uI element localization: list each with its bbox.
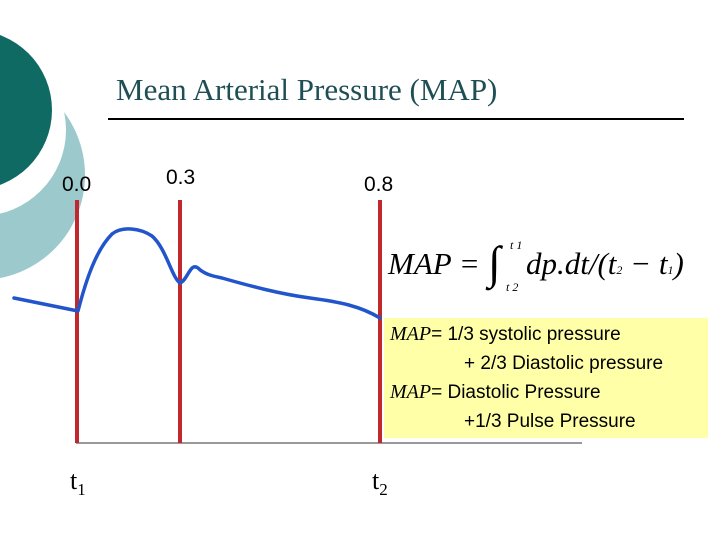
title-underline: [108, 118, 684, 120]
tick-label-0: 0.0: [62, 173, 92, 196]
dark-circle: [0, 35, 52, 185]
pressure-waveform: [12, 227, 382, 320]
map-notes: MAP= 1/3 systolic pressure + 2/3 Diastol…: [390, 320, 663, 436]
tick-label-2: 0.8: [364, 173, 394, 196]
note-line-3: MAP= Diastolic Pressure: [390, 381, 601, 403]
note-box-background: [384, 318, 708, 438]
decorative-circles: [0, 35, 85, 279]
integral-lower-limit: t 2: [506, 280, 519, 294]
page-title: Mean Arterial Pressure (MAP): [116, 72, 498, 107]
map-formula: MAP = ∫ t 1 t 2 dp.dt/(t2 − t1): [388, 237, 698, 296]
tick-label-1: 0.3: [166, 166, 196, 189]
integral-upper-limit: t 1: [510, 238, 523, 252]
note-line-2: + 2/3 Diastolic pressure: [464, 352, 664, 374]
time-label-t1: t1: [70, 466, 86, 499]
formula-lhs: MAP =: [388, 246, 480, 281]
note-line-4: +1/3 Pulse Pressure: [464, 410, 636, 432]
formula-rhs: dp.dt/(t2 − t1): [526, 246, 684, 281]
note-line-1: MAP= 1/3 systolic pressure: [390, 323, 621, 345]
integral-sign: ∫: [488, 237, 501, 288]
time-label-t2: t2: [372, 466, 388, 499]
